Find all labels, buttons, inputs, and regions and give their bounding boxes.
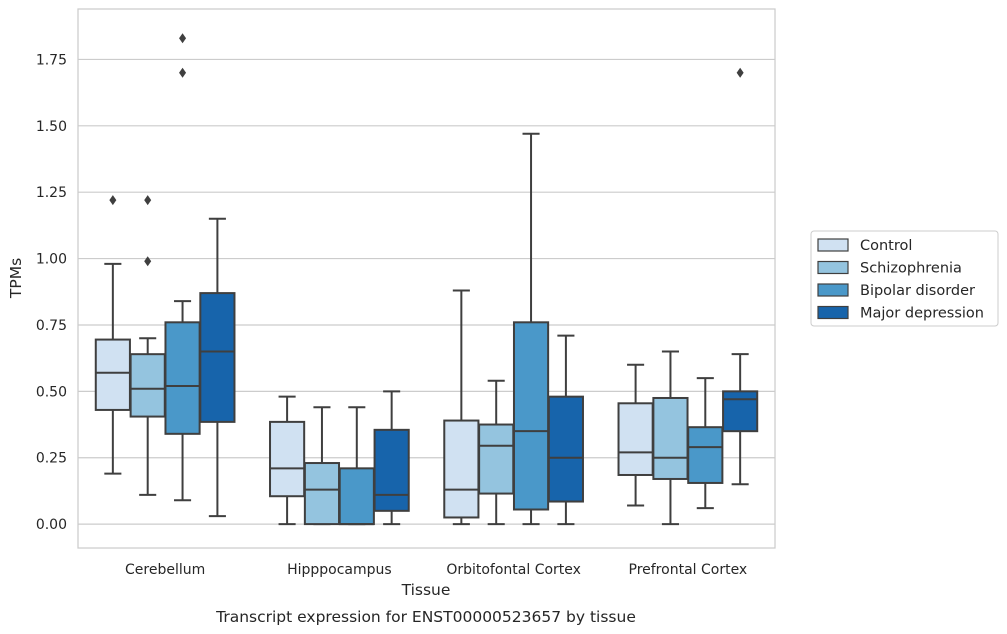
box-0-1: [269, 395, 306, 526]
y-tick-label: 1.00: [36, 252, 67, 268]
box-body: [722, 390, 759, 433]
box-body: [303, 462, 341, 526]
plot-frame: [77, 8, 776, 549]
box-1-0: [129, 195, 166, 496]
box-1-3: [652, 350, 689, 526]
y-tick-label: 0.00: [36, 517, 67, 533]
box-body: [199, 292, 236, 423]
outlier-point: [144, 195, 152, 206]
x-tick-label: Orbitofontal Cortex: [446, 562, 581, 578]
x-tick-label: Hipppocampus: [287, 562, 392, 578]
box-body: [373, 428, 410, 512]
box-3-0: [199, 217, 236, 518]
y-tick-label: 1.50: [36, 119, 67, 135]
box-body: [478, 423, 515, 495]
box-body: [547, 395, 584, 503]
legend-swatch: [817, 305, 849, 320]
box-body: [129, 353, 166, 418]
outlier-point: [179, 67, 187, 78]
legend-item: Major depression: [817, 305, 984, 322]
legend-item: Control: [817, 238, 912, 254]
y-tick-labels: 0.00 0.25 0.50 0.75 1.00 1.25 1.50 1.75: [36, 52, 67, 533]
box-2-3: [687, 377, 724, 510]
box-body: [338, 467, 375, 526]
boxes: [94, 33, 759, 526]
box-body: [269, 420, 306, 498]
legend-label: Major depression: [860, 306, 984, 322]
box-3-1: [373, 390, 410, 526]
box-2-0: [164, 33, 201, 502]
outlier-point: [109, 195, 117, 206]
box-3-3: [722, 67, 759, 486]
legend: Control Schizophrenia Bipolar disorder Majo…: [810, 230, 999, 327]
box-body: [94, 338, 131, 411]
box-body: [652, 396, 689, 480]
y-tick-label: 0.25: [36, 451, 67, 467]
legend-swatch: [817, 238, 849, 252]
box-2-1: [338, 406, 375, 526]
box-body: [687, 426, 724, 484]
box-2-2: [512, 132, 550, 526]
outlier-point: [179, 33, 187, 44]
legend-label: Schizophrenia: [860, 261, 962, 277]
y-axis-title: TPMs: [7, 258, 25, 299]
box-0-0: [94, 195, 131, 475]
y-tick-label: 0.75: [36, 318, 67, 334]
box-0-2: [443, 289, 480, 526]
outlier-point: [144, 256, 152, 267]
x-tick-labels: Cerebellum Hipppocampus Orbitofontal Corte…: [125, 562, 747, 578]
y-tick-label: 1.75: [36, 52, 67, 68]
x-tick-label: Prefrontal Cortex: [629, 562, 748, 578]
chart-caption: Transcript expression for ENST0000052365…: [215, 608, 636, 626]
y-tick-label: 0.50: [36, 384, 67, 400]
y-tick-label: 1.25: [36, 185, 67, 201]
x-tick-label: Cerebellum: [125, 562, 205, 578]
box-body: [617, 402, 654, 476]
legend-item: Schizophrenia: [817, 260, 962, 277]
box-1-2: [478, 379, 515, 526]
box-body: [443, 419, 480, 519]
legend-swatch: [817, 260, 849, 275]
box-0-3: [617, 363, 654, 507]
box-1-1: [303, 406, 341, 526]
box-body: [164, 321, 201, 435]
outlier-point: [736, 67, 744, 78]
box-body: [512, 321, 550, 511]
legend-frame: [810, 230, 999, 327]
legend-label: Control: [860, 238, 912, 254]
legend-item: Bipolar disorder: [817, 283, 975, 299]
x-axis-title: Tissue: [401, 581, 451, 599]
box-3-2: [547, 334, 584, 526]
legend-swatch: [817, 283, 849, 297]
legend-label: Bipolar disorder: [860, 283, 975, 299]
